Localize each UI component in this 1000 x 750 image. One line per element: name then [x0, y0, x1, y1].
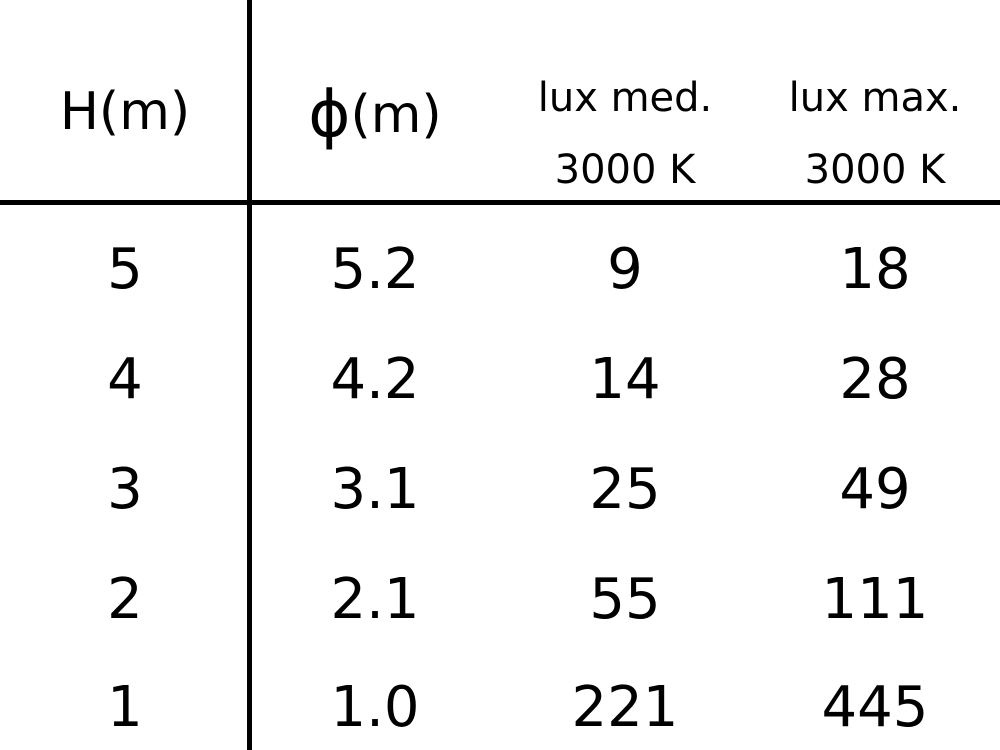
table-cell: 3	[107, 457, 143, 522]
table-cell: 9	[607, 237, 643, 302]
table-cell: 18	[839, 237, 911, 302]
phi-unit: (m)	[350, 85, 442, 145]
header-lux-med-line1: lux med.	[537, 75, 713, 121]
table-cell: 2	[107, 567, 143, 632]
table-cell: 1	[107, 675, 143, 740]
phi-symbol: ϕ	[308, 78, 351, 152]
table-cell: 221	[571, 675, 679, 740]
table-cell: 28	[839, 347, 911, 412]
header-lux-max: lux max. 3000 K	[750, 62, 1000, 206]
header-diameter: ϕ(m)	[250, 78, 500, 152]
header-lux-med: lux med. 3000 K	[500, 62, 750, 206]
table-cell: 4.2	[330, 347, 420, 412]
header-height: H(m)	[59, 82, 191, 142]
table-cell: 4	[107, 347, 143, 412]
table-cell: 1.0	[330, 675, 420, 740]
column-divider	[247, 0, 252, 750]
table-cell: 5.2	[330, 237, 420, 302]
table-cell: 49	[839, 457, 911, 522]
header-divider	[0, 200, 1000, 205]
table-cell: 3.1	[330, 457, 420, 522]
header-lux-med-line2: 3000 K	[554, 147, 696, 193]
table-cell: 55	[589, 567, 661, 632]
header-lux-max-line2: 3000 K	[804, 147, 946, 193]
table-cell: 111	[821, 567, 929, 632]
table-cell: 445	[821, 675, 929, 740]
table-cell: 5	[107, 237, 143, 302]
table-cell: 25	[589, 457, 661, 522]
table-cell: 14	[589, 347, 661, 412]
header-lux-max-line1: lux max.	[788, 75, 962, 121]
table-cell: 2.1	[330, 567, 420, 632]
